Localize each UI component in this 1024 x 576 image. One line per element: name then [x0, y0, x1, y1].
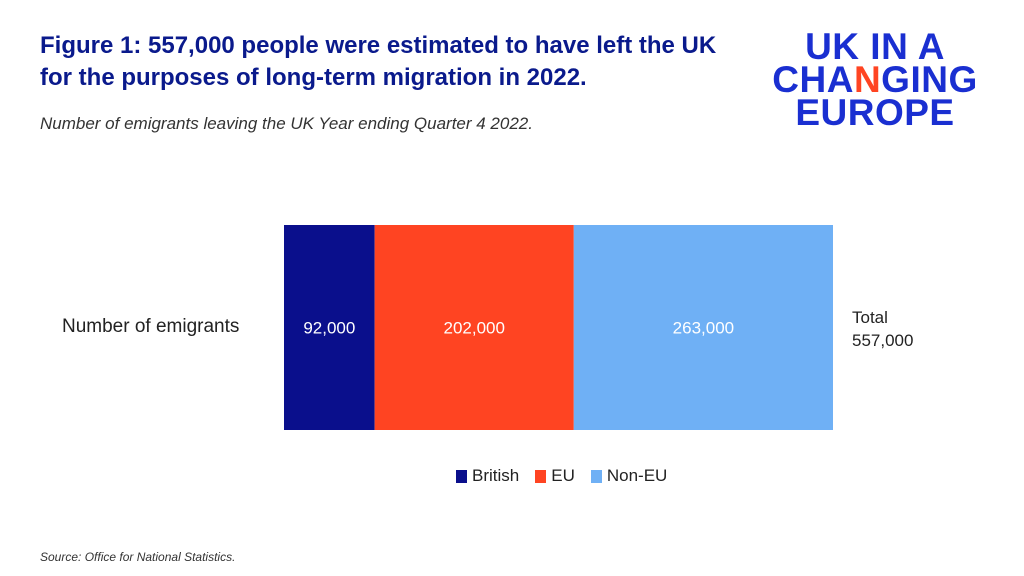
logo-line-1: UK IN A — [805, 26, 945, 67]
legend-swatch-british — [456, 469, 467, 483]
legend-item-british: British — [456, 466, 519, 486]
legend-swatch-eu — [535, 469, 547, 483]
logo-line-3: EUROPE — [795, 92, 955, 133]
legend-label-eu: EU — [551, 466, 575, 485]
uk-in-a-changing-europe-logo: UK IN A CHANGING EUROPE — [760, 26, 990, 133]
source-note: Source: Office for National Statistics. — [40, 550, 236, 564]
legend-item-eu: EU — [535, 466, 575, 486]
logo-line-2: CHANGING — [772, 59, 978, 100]
legend-label-british: British — [472, 466, 520, 485]
total-label: Total 557,000 — [852, 306, 913, 352]
data-label-eu: 202,000 — [444, 319, 505, 338]
legend-item-non-eu: Non-EU — [590, 466, 668, 486]
bar-segment-eu — [374, 225, 574, 430]
total-label-value: 557,000 — [852, 331, 914, 350]
chart-subtitle: Number of emigrants leaving the UK Year … — [40, 114, 533, 133]
category-label: Number of emigrants — [62, 316, 240, 337]
bar-segment-non-eu — [573, 225, 833, 430]
bar-segment-british — [284, 225, 375, 430]
legend: British EU Non-EU — [456, 466, 667, 486]
legend-swatch-non-eu — [590, 469, 602, 483]
legend-label-non-eu: Non-EU — [606, 466, 668, 485]
chart-title: Figure 1: 557,000 people were estimated … — [40, 32, 717, 91]
data-label-non-eu: 263,000 — [673, 319, 734, 338]
total-label-word: Total — [852, 308, 888, 327]
data-label-british: 92,000 — [303, 319, 355, 338]
